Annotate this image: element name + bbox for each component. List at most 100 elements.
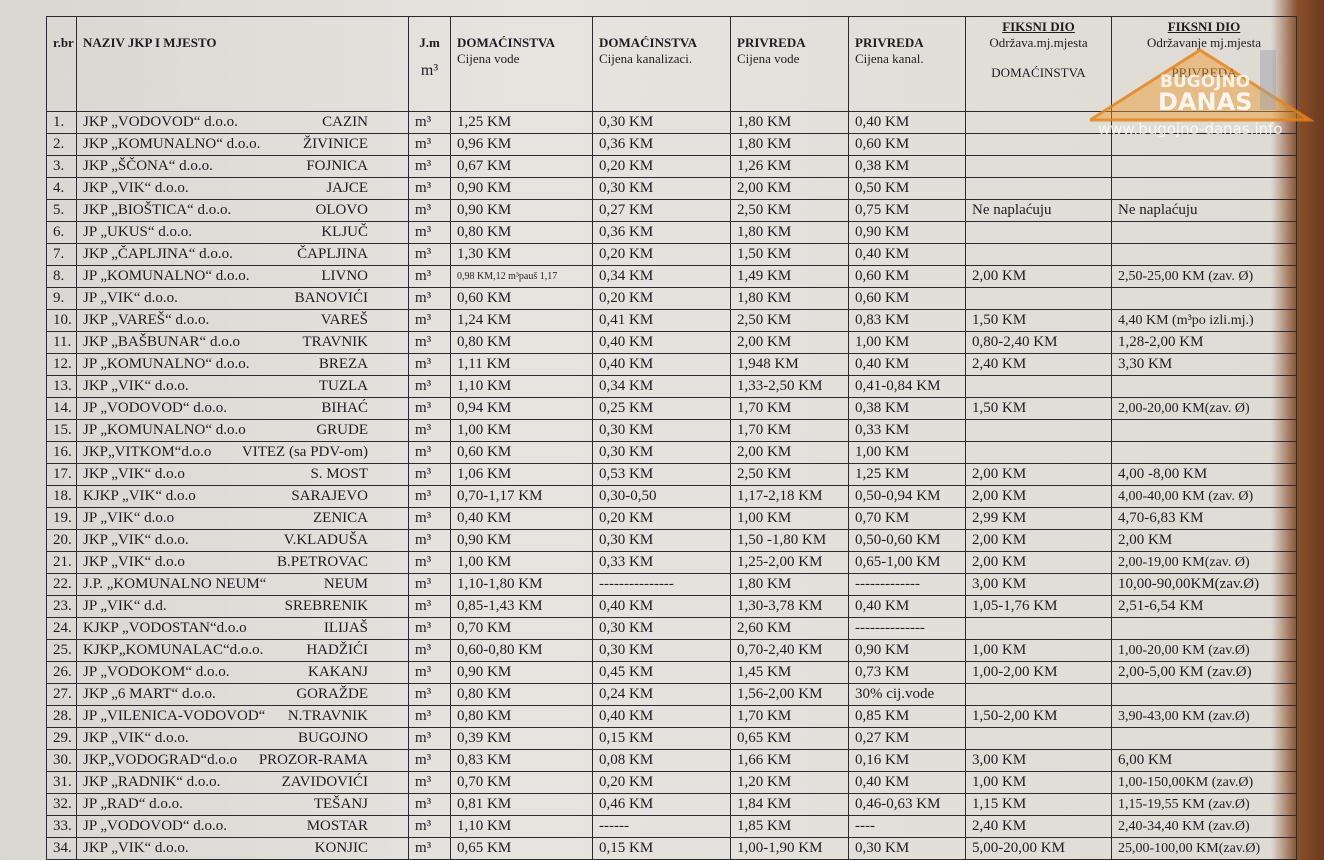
company-cell: JP „VODOVOD“ d.o.o. MOSTAR <box>76 815 409 838</box>
company-name: JKP „ŠČONA“ d.o.o. <box>83 158 213 174</box>
price-cell: 0,15 KM <box>592 727 731 750</box>
price-cell <box>965 419 1112 442</box>
table-row: 4. JKP „VIK“ d.o.o. JAJCE m³ 0,90 KM 0,30 KM 2… <box>46 177 1297 200</box>
company-wrap: JP „VIK“ d.d. SREBRENIK <box>83 597 402 617</box>
price-cell: 0,50-0,94 KM <box>848 485 966 508</box>
company-cell: JKP „VIK“ d.o.o. BUGOJNO <box>76 727 409 750</box>
company-name: J.P. „KOMUNALNO NEUM“ <box>83 576 267 592</box>
unit: m³ <box>408 287 451 310</box>
company-cell: JP „VODOVOD“ d.o.o. BIHAĆ <box>76 397 409 420</box>
price-cell: 0,24 KM <box>592 683 731 706</box>
price-cell: 0,20 KM <box>592 507 731 530</box>
place: B.PETROVAC <box>277 554 368 570</box>
price-cell: 2,99 KM <box>965 507 1112 530</box>
company-name: JP „KOMUNALNO“ d.o.o. <box>83 356 250 372</box>
company-wrap: JKP „VIK“ d.o.o S. MOST <box>83 465 402 485</box>
place: VITEZ (sa PDV-om) <box>241 444 368 460</box>
price-cell: 1,50 KM <box>965 397 1112 420</box>
price-cell: --------------- <box>592 573 731 596</box>
price-cell: 0,30 KM <box>592 639 731 662</box>
unit: m³ <box>408 133 451 156</box>
row-number: 17. <box>46 463 77 486</box>
price-cell: 25,00-100,00 KM(zav.Ø) <box>1111 837 1297 860</box>
price-cell: 2,40 KM <box>965 815 1112 838</box>
price-cell: 0,08 KM <box>592 749 731 772</box>
price-cell: 1,00 KM <box>450 551 593 574</box>
price-cell: 0,45 KM <box>592 661 731 684</box>
header-text: PRIVREDA <box>1171 65 1237 80</box>
company-name: JP „VODOVOD“ d.o.o. <box>83 818 228 834</box>
row-number: 11. <box>46 331 77 354</box>
price-cell: 1,80 KM <box>730 221 849 244</box>
price-cell: Ne naplaćuju <box>965 199 1112 222</box>
table-row: 20. JKP „VIK“ d.o.o. V.KLADUŠA m³ 0,90 KM 0,3… <box>46 529 1297 552</box>
row-number: 2. <box>46 133 77 156</box>
price-cell: 3,00 KM <box>965 573 1112 596</box>
price-cell: 1,84 KM <box>730 793 849 816</box>
unit: m³ <box>408 683 451 706</box>
price-cell: 0,75 KM <box>848 199 966 222</box>
price-cell: 0,20 KM <box>592 287 731 310</box>
price-cell: 1,56-2,00 KM <box>730 683 849 706</box>
company-name: JKP „VIK“ d.o.o <box>83 466 185 482</box>
company-wrap: JKP „VIK“ d.o.o. V.KLADUŠA <box>83 531 402 551</box>
table-row: 7. JKP „ČAPLJINA“ d.o.o. ČAPLJINA m³ 1,30 KM… <box>46 243 1297 266</box>
price-cell: 0,85 KM <box>848 705 966 728</box>
header-text: Održava.mj.mjesta <box>989 35 1088 50</box>
company-wrap: JKP „ŠČONA“ d.o.o. FOJNICA <box>83 157 402 177</box>
price-cell: 1,05-1,76 KM <box>965 595 1112 618</box>
place: S. MOST <box>310 466 368 482</box>
row-number: 31. <box>46 771 77 794</box>
price-cell <box>1111 617 1297 640</box>
price-cell: 1,00-2,00 KM <box>965 661 1112 684</box>
company-name: JP „VIK“ d.d. <box>83 598 167 614</box>
unit: m³ <box>408 111 451 134</box>
price-cell: 0,40 KM <box>592 331 731 354</box>
price-cell: 0,90 KM <box>450 177 593 200</box>
company-name: JP „UKUS“ d.o.o. <box>83 224 193 240</box>
company-wrap: JP „KOMUNALNO“ d.o.o GRUDE <box>83 421 402 441</box>
place: ILIJAŠ <box>323 620 368 636</box>
price-cell: 1,80 KM <box>730 287 849 310</box>
price-cell <box>965 683 1112 706</box>
header-text: Cijena kanal. <box>855 51 924 66</box>
header-cell: J.m m³ <box>408 16 451 112</box>
price-cell: 0,65 KM <box>450 837 593 860</box>
price-cell: 0,90 KM <box>848 221 966 244</box>
price-cell: 0,80 KM <box>450 705 593 728</box>
price-cell: 1,15-19,55 KM (zav.Ø) <box>1111 793 1297 816</box>
table-row: 3. JKP „ŠČONA“ d.o.o. FOJNICA m³ 0,67 KM 0,20… <box>46 155 1297 178</box>
price-cell: 2,00-20,00 KM(zav. Ø) <box>1111 397 1297 420</box>
table-row: 34. JKP „VIK“ d.o.o. KONJIC m³ 0,65 KM 0,15 K… <box>46 837 1297 860</box>
price-cell: 0,90 KM <box>450 661 593 684</box>
unit: m³ <box>408 639 451 662</box>
price-cell: 4,00-40,00 KM (zav. Ø) <box>1111 485 1297 508</box>
price-cell: 0,16 KM <box>848 749 966 772</box>
price-cell: 1,30 KM <box>450 243 593 266</box>
header-text: r.br <box>53 35 74 50</box>
table-row: 11. JKP „BAŠBUNAR“ d.o.o TRAVNIK m³ 0,80 KM 0… <box>46 331 1297 354</box>
company-wrap: JP „UKUS“ d.o.o. KLJUČ <box>83 223 402 243</box>
row-number: 22. <box>46 573 77 596</box>
row-number: 13. <box>46 375 77 398</box>
table-row: 2. JKP „KOMUNALNO“ d.o.o. ŽIVINICE m³ 0,96 K… <box>46 133 1297 156</box>
price-cell: 4,00 -8,00 KM <box>1111 463 1297 486</box>
row-number: 18. <box>46 485 77 508</box>
company-cell: JKP „ŠČONA“ d.o.o. FOJNICA <box>76 155 409 178</box>
price-cell <box>965 375 1112 398</box>
place: PROZOR-RAMA <box>258 752 368 768</box>
price-cell: 0,81 KM <box>450 793 593 816</box>
unit: m³ <box>408 837 451 860</box>
table-row: 24. KJKP „VODOSTAN“d.o.o ILIJAŠ m³ 0,70 KM 0,… <box>46 617 1297 640</box>
company-cell: JP „KOMUNALNO“ d.o.o. BREZA <box>76 353 409 376</box>
company-wrap: JKP „VIK“ d.o.o. JAJCE <box>83 179 402 199</box>
company-wrap: JKP „RADNIK“ d.o.o. ZAVIDOVIĆI <box>83 773 402 793</box>
price-cell: 1,10 KM <box>450 815 593 838</box>
place: MOSTAR <box>306 818 368 834</box>
place: TUZLA <box>318 378 368 394</box>
company-cell: JP „VILENICA-VODOVOD“ N.TRAVNIK <box>76 705 409 728</box>
unit: m³ <box>408 397 451 420</box>
unit: m³ <box>408 419 451 442</box>
price-cell <box>965 155 1112 178</box>
place: HADŽIĆI <box>306 642 368 658</box>
